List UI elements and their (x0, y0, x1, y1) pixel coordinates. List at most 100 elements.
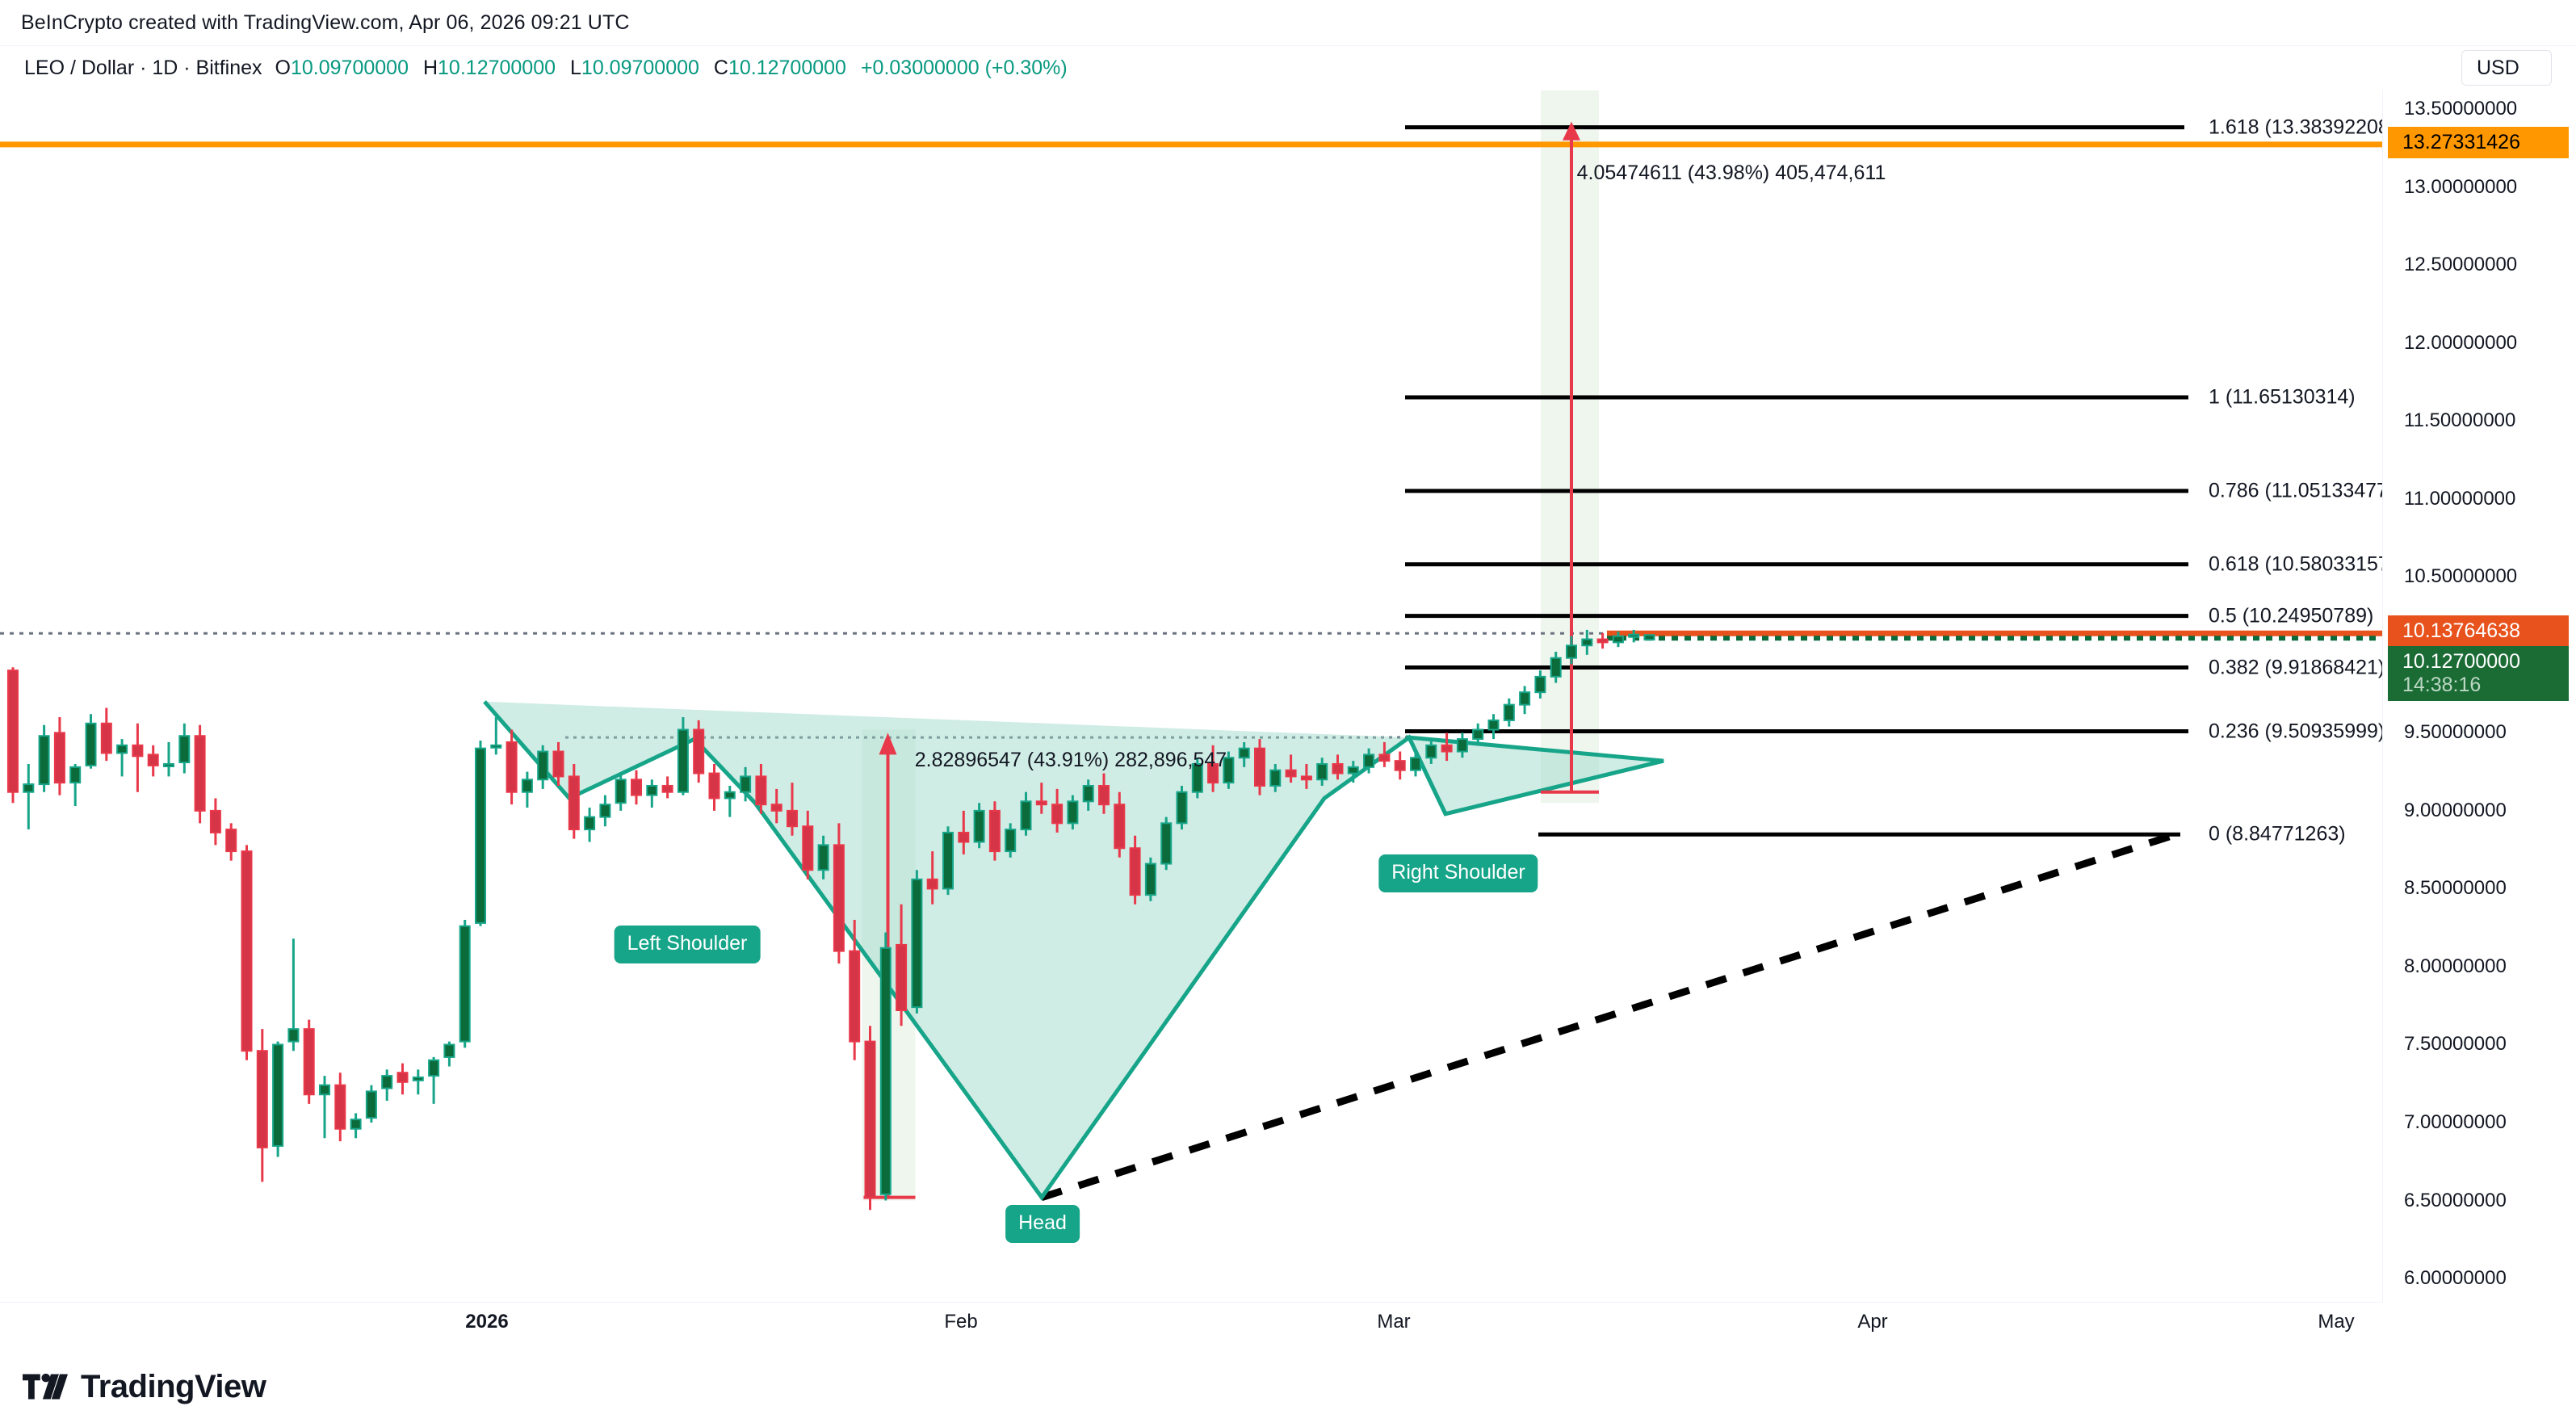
candle-body (879, 947, 892, 1195)
candle-body (568, 775, 580, 831)
pattern-pill-head[interactable]: Head (1005, 1205, 1080, 1243)
candle-body (1643, 634, 1655, 641)
candle-body (1519, 691, 1531, 706)
time-axis-tick: Feb (944, 1311, 978, 1333)
candle-body (849, 950, 861, 1043)
ohlc-key: L (570, 57, 581, 79)
candle-body (194, 735, 206, 812)
candle-body (396, 1072, 409, 1083)
candle-body (1628, 633, 1640, 638)
candle-body (350, 1119, 362, 1130)
candle-body (631, 779, 642, 796)
candle-body (1363, 753, 1375, 768)
candle-body (1238, 747, 1250, 759)
ohlc-l: L10.09700000 (570, 57, 699, 80)
candle-body (1410, 757, 1421, 771)
candle-body (1051, 804, 1064, 825)
candle-body (1223, 757, 1235, 784)
ohlc-value: 10.09700000 (290, 57, 409, 79)
candle-body (1207, 762, 1219, 784)
candlestick-series (7, 629, 1655, 1211)
price-axis-tick: 11.00000000 (2404, 487, 2516, 510)
price-axis-tick: 12.50000000 (2404, 254, 2518, 276)
head-measure-arrow-head (879, 732, 897, 755)
fib-level-label-0-5: 0.5 (10.24950789) (2209, 604, 2374, 628)
candle-body (1129, 847, 1141, 896)
ohlc-value: 10.12700000 (438, 57, 556, 79)
price-axis-tick: 10.50000000 (2404, 565, 2518, 588)
candle-body (521, 779, 533, 793)
price-axis-tick: 12.00000000 (2404, 331, 2518, 354)
candle-body (1316, 762, 1328, 781)
candle-body (428, 1059, 440, 1077)
candle-body (1456, 738, 1468, 753)
ohlc-h: H10.12700000 (423, 57, 556, 80)
price-axis-tick: 7.50000000 (2404, 1033, 2507, 1056)
ohlc-key: O (275, 57, 291, 79)
fib-extension-price-badge[interactable]: 13.27331426 (2388, 126, 2569, 158)
candle-body (1098, 785, 1110, 806)
candle-body (1503, 703, 1515, 721)
attribution-bar: BeInCrypto created with TradingView.com,… (0, 0, 2576, 45)
fib-level-label-0-236: 0.236 (9.50935999) (2209, 720, 2382, 743)
candle-body (459, 925, 471, 1043)
price-axis-tick: 9.50000000 (2404, 721, 2507, 744)
candle-body (490, 744, 502, 749)
last-price-value: 10.12700000 (2402, 650, 2520, 674)
candle-body (1472, 728, 1484, 741)
right-shoulder-shape (1405, 735, 1664, 816)
price-axis-tick: 7.00000000 (2404, 1110, 2507, 1133)
candle-body (1332, 762, 1344, 774)
candle-body (1534, 675, 1546, 694)
ohlc-values: O10.09700000 H10.12700000 L10.09700000 C10.… (275, 57, 861, 80)
resistance-price-badge[interactable]: 10.13764638 (2388, 615, 2569, 648)
candle-body (319, 1084, 330, 1096)
symbol-title[interactable]: LEO / Dollar · 1D · Bitfinex (24, 57, 262, 79)
candle-body (1425, 744, 1437, 759)
candle-body (69, 766, 82, 784)
candle-body (1176, 791, 1188, 825)
time-axis[interactable]: 2026 Feb Mar Apr May (0, 1302, 2382, 1350)
price-axis[interactable]: 13.50000000 13.00000000 12.50000000 12.0000… (2382, 90, 2576, 1302)
pattern-pill-left-shoulder[interactable]: Left Shoulder (614, 926, 761, 963)
candle-body (584, 816, 596, 831)
price-axis-tick: 8.00000000 (2404, 955, 2507, 977)
last-price-badge[interactable]: 10.12700000 14:38:16 (2388, 646, 2569, 701)
candle-body (1035, 800, 1047, 806)
chart-plot-area[interactable]: 1.618 (13.38392208) 1 (11.65130314) 0.786 … (0, 90, 2382, 1302)
candle-body (1347, 766, 1359, 774)
candle-body (38, 735, 50, 786)
last-price-countdown: 14:38:16 (2402, 674, 2482, 697)
price-axis-tick: 9.00000000 (2404, 799, 2507, 821)
candle-body (1082, 785, 1094, 803)
candle-body (100, 722, 112, 754)
candle-body (163, 762, 174, 767)
candle-body (1067, 800, 1079, 825)
candle-body (864, 1040, 876, 1198)
ohlc-o: O10.09700000 (275, 57, 409, 80)
currency-badge[interactable]: USD (2461, 50, 2552, 86)
candle-body (677, 728, 689, 793)
candle-body (693, 728, 705, 774)
candle-body (23, 783, 35, 793)
candle-body (209, 809, 221, 833)
ohlc-value: 10.12700000 (728, 57, 846, 79)
candle-body (911, 878, 923, 1009)
candle-body (225, 829, 237, 853)
ohlc-c: C10.12700000 (714, 57, 846, 80)
candle-body (85, 722, 97, 766)
upper-measure-arrow-head (1563, 121, 1580, 141)
candle-body (942, 831, 954, 890)
tradingview-wordmark: TradingView (81, 1368, 266, 1404)
candle-body (303, 1028, 315, 1096)
price-change: +0.03000000 (+0.30%) (860, 57, 1068, 79)
footer-branding: TradingView (0, 1350, 2576, 1423)
attribution-text: BeInCrypto created with TradingView.com,… (21, 10, 630, 34)
candle-body (1378, 753, 1391, 762)
candle-body (1487, 719, 1500, 731)
pattern-pill-right-shoulder[interactable]: Right Shoulder (1378, 854, 1538, 892)
fib-level-label-1: 1 (11.65130314) (2209, 385, 2356, 409)
candle-body (833, 844, 845, 952)
candle-body (178, 735, 191, 764)
candle-body (1394, 760, 1406, 771)
